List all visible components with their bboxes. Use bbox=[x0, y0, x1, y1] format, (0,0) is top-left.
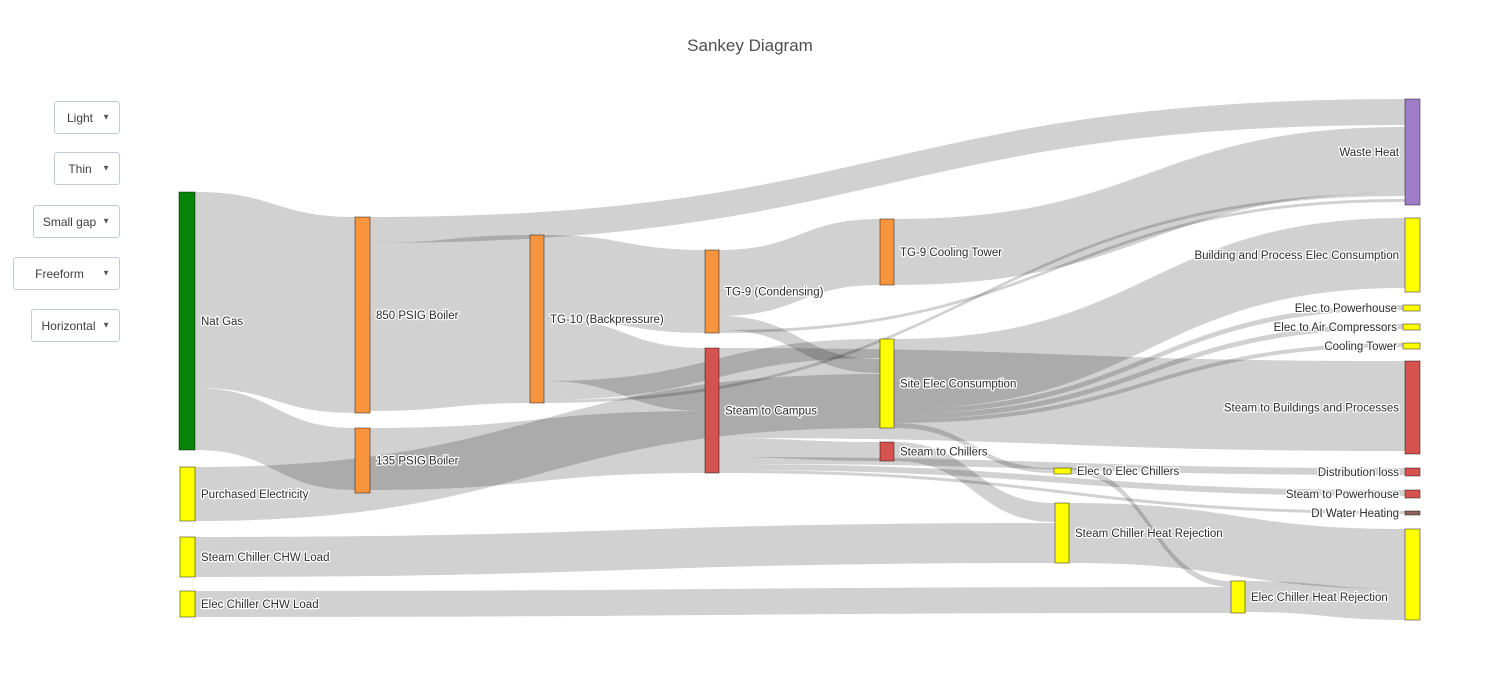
node-label-tg10: TG-10 (Backpressure) bbox=[550, 314, 664, 326]
node-cooling_tower[interactable] bbox=[1402, 342, 1421, 350]
node-steam_to_chillers[interactable] bbox=[879, 441, 895, 462]
dropdown-color-theme-value: Light bbox=[66, 110, 94, 125]
node-label-elec_to_air_compressors: Elec to Air Compressors bbox=[1274, 322, 1398, 334]
flow-tg10--waste_heat[interactable] bbox=[544, 193, 1405, 403]
dropdown-arrangement-value: Freeform bbox=[35, 266, 84, 281]
flow-tg9--tg9_cooling_tower[interactable] bbox=[719, 219, 880, 316]
dropdown-node-thickness[interactable]: Thin ▼ bbox=[54, 152, 120, 185]
flow-site_elec--elec_to_air_compressors[interactable] bbox=[894, 324, 1403, 419]
node-label-di_water_heating: DI Water Heating bbox=[1311, 508, 1399, 520]
node-label-steam_to_chillers: Steam to Chillers bbox=[900, 447, 988, 459]
node-label-boiler_850: 850 PSIG Boiler bbox=[376, 310, 459, 322]
flow-boiler_135--steam_to_campus[interactable] bbox=[370, 411, 705, 490]
node-boiler_850[interactable] bbox=[354, 216, 371, 414]
node-tg10[interactable] bbox=[529, 234, 545, 404]
node-steam_chiller_heat_rej[interactable] bbox=[1054, 502, 1070, 564]
dropdown-orientation[interactable]: Horizontal ▼ bbox=[31, 309, 120, 342]
chevron-down-icon: ▼ bbox=[102, 268, 110, 278]
chevron-down-icon: ▼ bbox=[102, 163, 110, 173]
flow-steam_chiller_heat_rej--heat_rejection_sink[interactable] bbox=[1069, 503, 1405, 589]
node-label-waste_heat: Waste Heat bbox=[1339, 147, 1399, 159]
flow-nat_gas--boiler_135[interactable] bbox=[195, 388, 355, 490]
flow-tg9--site_elec[interactable] bbox=[719, 316, 880, 373]
dropdown-node-thickness-value: Thin bbox=[68, 161, 92, 176]
node-label-elec_to_powerhouse: Elec to Powerhouse bbox=[1295, 303, 1397, 315]
flow-tg9_cooling_tower--waste_heat[interactable] bbox=[894, 127, 1405, 285]
node-label-nat_gas: Nat Gas bbox=[201, 316, 243, 328]
node-tg9[interactable] bbox=[704, 249, 720, 334]
node-label-tg9_cooling_tower: TG-9 Cooling Tower bbox=[900, 247, 1002, 259]
flow-site_elec--elec_to_powerhouse[interactable] bbox=[894, 305, 1403, 414]
dropdown-orientation-value: Horizontal bbox=[41, 318, 96, 333]
node-label-elec_chiller_heat_rej: Elec Chiller Heat Rejection bbox=[1251, 592, 1388, 604]
flow-boiler_850--tg10[interactable] bbox=[370, 235, 530, 411]
flow-site_elec--elec_to_elec_chillers[interactable] bbox=[894, 423, 1054, 473]
flow-tg10--tg9[interactable] bbox=[544, 235, 705, 333]
node-label-elec_to_elec_chillers: Elec to Elec Chillers bbox=[1077, 466, 1180, 478]
flow-elec_to_elec_chillers--elec_chiller_heat_rej[interactable] bbox=[1071, 468, 1231, 587]
node-steam_to_campus[interactable] bbox=[704, 347, 720, 474]
node-steam_to_powerhouse[interactable] bbox=[1404, 489, 1421, 499]
node-heat_rejection_sink[interactable] bbox=[1404, 528, 1421, 621]
node-distribution_loss[interactable] bbox=[1404, 467, 1421, 477]
dropdown-color-theme[interactable]: Light ▼ bbox=[54, 101, 120, 134]
dropdown-node-gap-value: Small gap bbox=[42, 214, 97, 229]
chevron-down-icon: ▼ bbox=[102, 216, 110, 226]
flow-steam_to_campus--steam_to_chillers[interactable] bbox=[719, 438, 880, 461]
chart-title: Sankey Diagram bbox=[687, 36, 813, 55]
chevron-down-icon: ▼ bbox=[102, 112, 110, 122]
node-site_elec[interactable] bbox=[879, 338, 895, 429]
node-label-elec_chiller_chw_load: Elec Chiller CHW Load bbox=[201, 599, 319, 611]
flow-nat_gas--boiler_850[interactable] bbox=[195, 192, 355, 413]
node-label-purchased_electricity: Purchased Electricity bbox=[201, 489, 309, 501]
node-boiler_135[interactable] bbox=[354, 427, 371, 494]
flow-steam_to_campus--di_water_heating[interactable] bbox=[719, 470, 1405, 514]
node-label-steam_to_bldgs: Steam to Buildings and Processes bbox=[1224, 403, 1399, 415]
node-steam_to_bldgs[interactable] bbox=[1404, 360, 1421, 455]
node-di_water_heating[interactable] bbox=[1404, 510, 1421, 516]
node-label-steam_chiller_chw_load: Steam Chiller CHW Load bbox=[201, 552, 329, 564]
node-label-site_elec: Site Elec Consumption bbox=[900, 379, 1016, 391]
node-label-steam_chiller_heat_rej: Steam Chiller Heat Rejection bbox=[1075, 528, 1223, 540]
node-tg9_cooling_tower[interactable] bbox=[879, 218, 895, 286]
node-elec_to_air_compressors[interactable] bbox=[1402, 323, 1421, 331]
node-purchased_electricity[interactable] bbox=[179, 466, 196, 522]
flow-steam_to_campus--steam_to_powerhouse[interactable] bbox=[719, 464, 1405, 496]
node-waste_heat[interactable] bbox=[1404, 98, 1421, 206]
node-label-tg9: TG-9 (Condensing) bbox=[725, 287, 824, 299]
flow-elec_chiller_heat_rej--heat_rejection_sink[interactable] bbox=[1245, 581, 1405, 620]
node-label-boiler_135: 135 PSIG Boiler bbox=[376, 456, 459, 468]
flow-tg10--steam_to_campus[interactable] bbox=[544, 318, 705, 411]
node-elec_to_powerhouse[interactable] bbox=[1402, 304, 1421, 312]
flow-site_elec--bldg_process_elec[interactable] bbox=[894, 218, 1405, 409]
node-steam_chiller_chw_load[interactable] bbox=[179, 536, 196, 578]
node-label-distribution_loss: Distribution loss bbox=[1318, 467, 1399, 479]
node-elec_chiller_heat_rej[interactable] bbox=[1230, 580, 1246, 614]
flow-boiler_850--waste_heat[interactable] bbox=[370, 99, 1405, 243]
flow-elec_chiller_chw_load--elec_chiller_heat_rej[interactable] bbox=[195, 587, 1231, 617]
dropdown-arrangement[interactable]: Freeform ▼ bbox=[13, 257, 120, 290]
node-elec_to_elec_chillers[interactable] bbox=[1053, 467, 1072, 475]
node-label-steam_to_campus: Steam to Campus bbox=[725, 406, 817, 418]
node-label-bldg_process_elec: Building and Process Elec Consumption bbox=[1194, 250, 1399, 262]
node-elec_chiller_chw_load[interactable] bbox=[179, 590, 196, 618]
node-label-steam_to_powerhouse: Steam to Powerhouse bbox=[1286, 489, 1399, 501]
flow-site_elec--cooling_tower[interactable] bbox=[894, 343, 1403, 423]
flow-steam_to_campus--distribution_loss[interactable] bbox=[719, 457, 1405, 475]
flow-steam_to_chillers--steam_chiller_heat_rej[interactable] bbox=[894, 442, 1055, 522]
flow-steam_chiller_chw_load--steam_chiller_heat_rej[interactable] bbox=[195, 523, 1055, 577]
node-label-cooling_tower: Cooling Tower bbox=[1324, 341, 1397, 353]
dropdown-node-gap[interactable]: Small gap ▼ bbox=[33, 205, 120, 238]
chevron-down-icon: ▼ bbox=[102, 320, 110, 330]
node-nat_gas[interactable] bbox=[178, 191, 196, 451]
flow-tg9--waste_heat[interactable] bbox=[719, 199, 1405, 333]
node-bldg_process_elec[interactable] bbox=[1404, 217, 1421, 293]
